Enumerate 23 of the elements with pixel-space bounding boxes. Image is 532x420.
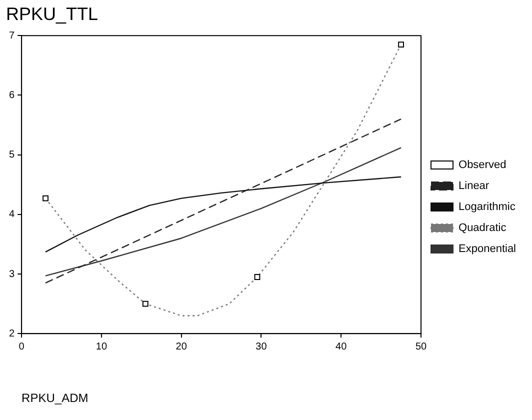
- y-tick-label: 6: [9, 90, 15, 101]
- legend-label: Observed: [458, 159, 506, 172]
- point: [142, 300, 148, 307]
- x-axis-title: RPKU_ADM: [22, 391, 88, 406]
- point: [398, 42, 404, 48]
- point: [42, 195, 49, 202]
- legend-label: Quadratic: [458, 222, 507, 234]
- x-tick-label: 40: [336, 341, 348, 352]
- y-tick-label: 3: [9, 268, 15, 280]
- y-tick-label: 4: [9, 209, 15, 220]
- legend-label: Logarithmic: [458, 201, 516, 214]
- x-tick-label: 10: [96, 341, 108, 352]
- x-tick-label: 20: [176, 341, 188, 352]
- y-tick-label: 5: [9, 150, 15, 161]
- x-tick-label: 0: [18, 341, 25, 352]
- y-tick-label: 2: [9, 328, 15, 340]
- x-tick-label: 50: [415, 341, 428, 352]
- x-tick-label: 30: [256, 341, 268, 352]
- point: [254, 274, 260, 280]
- chart-title: RPKU_TTL: [6, 4, 98, 24]
- legend-label: Linear: [458, 180, 490, 192]
- legend-label: Exponential: [458, 243, 516, 256]
- y-tick-label: 7: [9, 30, 15, 42]
